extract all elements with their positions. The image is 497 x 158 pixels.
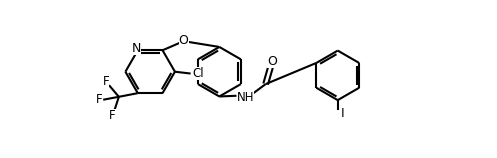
Text: NH: NH xyxy=(237,91,254,104)
Text: F: F xyxy=(109,109,116,122)
Text: O: O xyxy=(179,33,188,47)
Text: I: I xyxy=(340,107,344,120)
Text: F: F xyxy=(95,93,102,106)
Text: N: N xyxy=(132,42,141,55)
Text: F: F xyxy=(103,75,109,88)
Text: O: O xyxy=(267,55,277,68)
Text: Cl: Cl xyxy=(193,67,204,80)
